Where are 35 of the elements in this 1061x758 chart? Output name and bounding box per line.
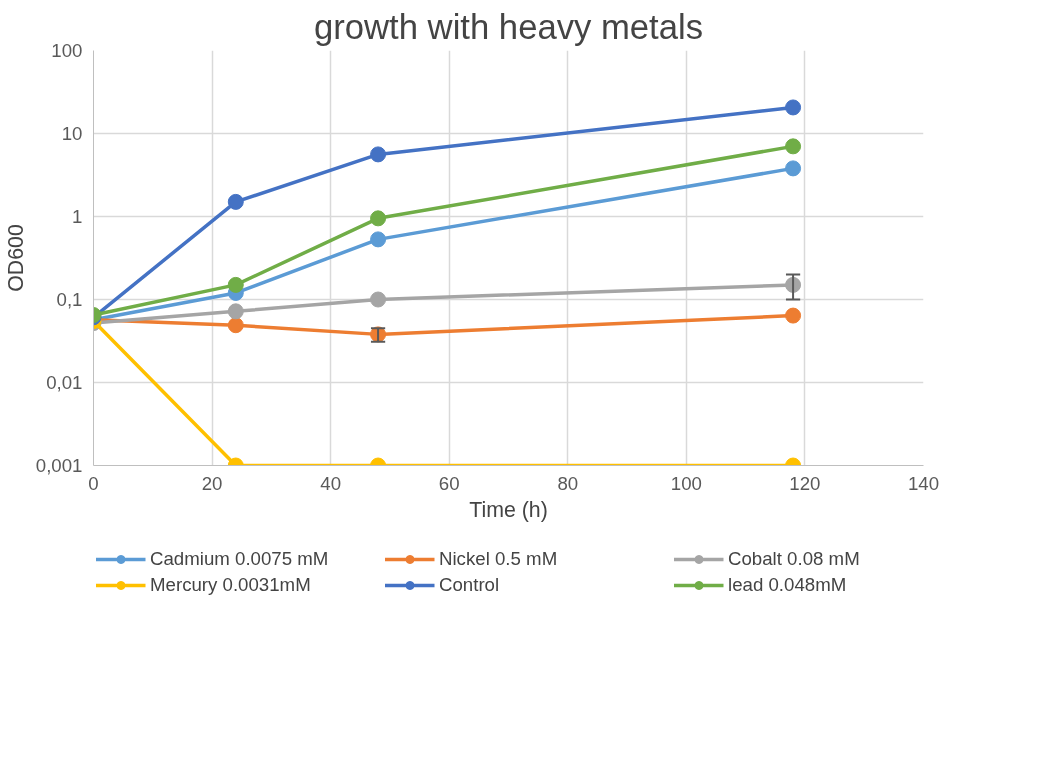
point [227, 303, 244, 320]
y-tick-label: 1 [72, 206, 83, 227]
x-tick-label: 0 [88, 472, 99, 494]
x-tick-label: 120 [789, 472, 821, 494]
point [785, 160, 802, 177]
x-tick-label: 140 [907, 472, 940, 494]
x-tick-label: 80 [557, 472, 579, 494]
point [370, 210, 387, 227]
point [370, 231, 387, 248]
legend-label: Mercury 0.0031mM [150, 573, 312, 596]
y-tick-label: 0,01 [46, 372, 83, 393]
x-tick-label: 20 [201, 472, 223, 494]
point [370, 291, 387, 308]
point [785, 99, 802, 116]
point [227, 317, 244, 334]
y-tick-label: 0,1 [56, 289, 83, 310]
legend-label: Cadmium 0.0075 mM [150, 547, 330, 570]
legend-label: lead 0.048mM [728, 573, 848, 596]
legend-label: Cobalt 0.08 mM [728, 547, 861, 570]
y-tick-label: 100 [51, 40, 83, 61]
legend-label: Nickel 0.5 mM [439, 547, 559, 570]
point [227, 276, 244, 293]
y-tick-label: 0,001 [35, 455, 83, 476]
point [227, 193, 244, 210]
chart-title: growth with heavy metals [313, 7, 704, 46]
x-axis-title: Time (h) [469, 497, 548, 522]
point [370, 146, 387, 163]
point [785, 307, 802, 324]
y-tick-label: 10 [61, 123, 83, 144]
legend-label: Control [439, 573, 501, 596]
x-tick-label: 60 [438, 472, 460, 494]
point [785, 138, 802, 155]
y-axis-title: OD600 [3, 224, 28, 292]
x-tick-label: 40 [320, 472, 342, 494]
x-tick-label: 100 [670, 472, 702, 494]
